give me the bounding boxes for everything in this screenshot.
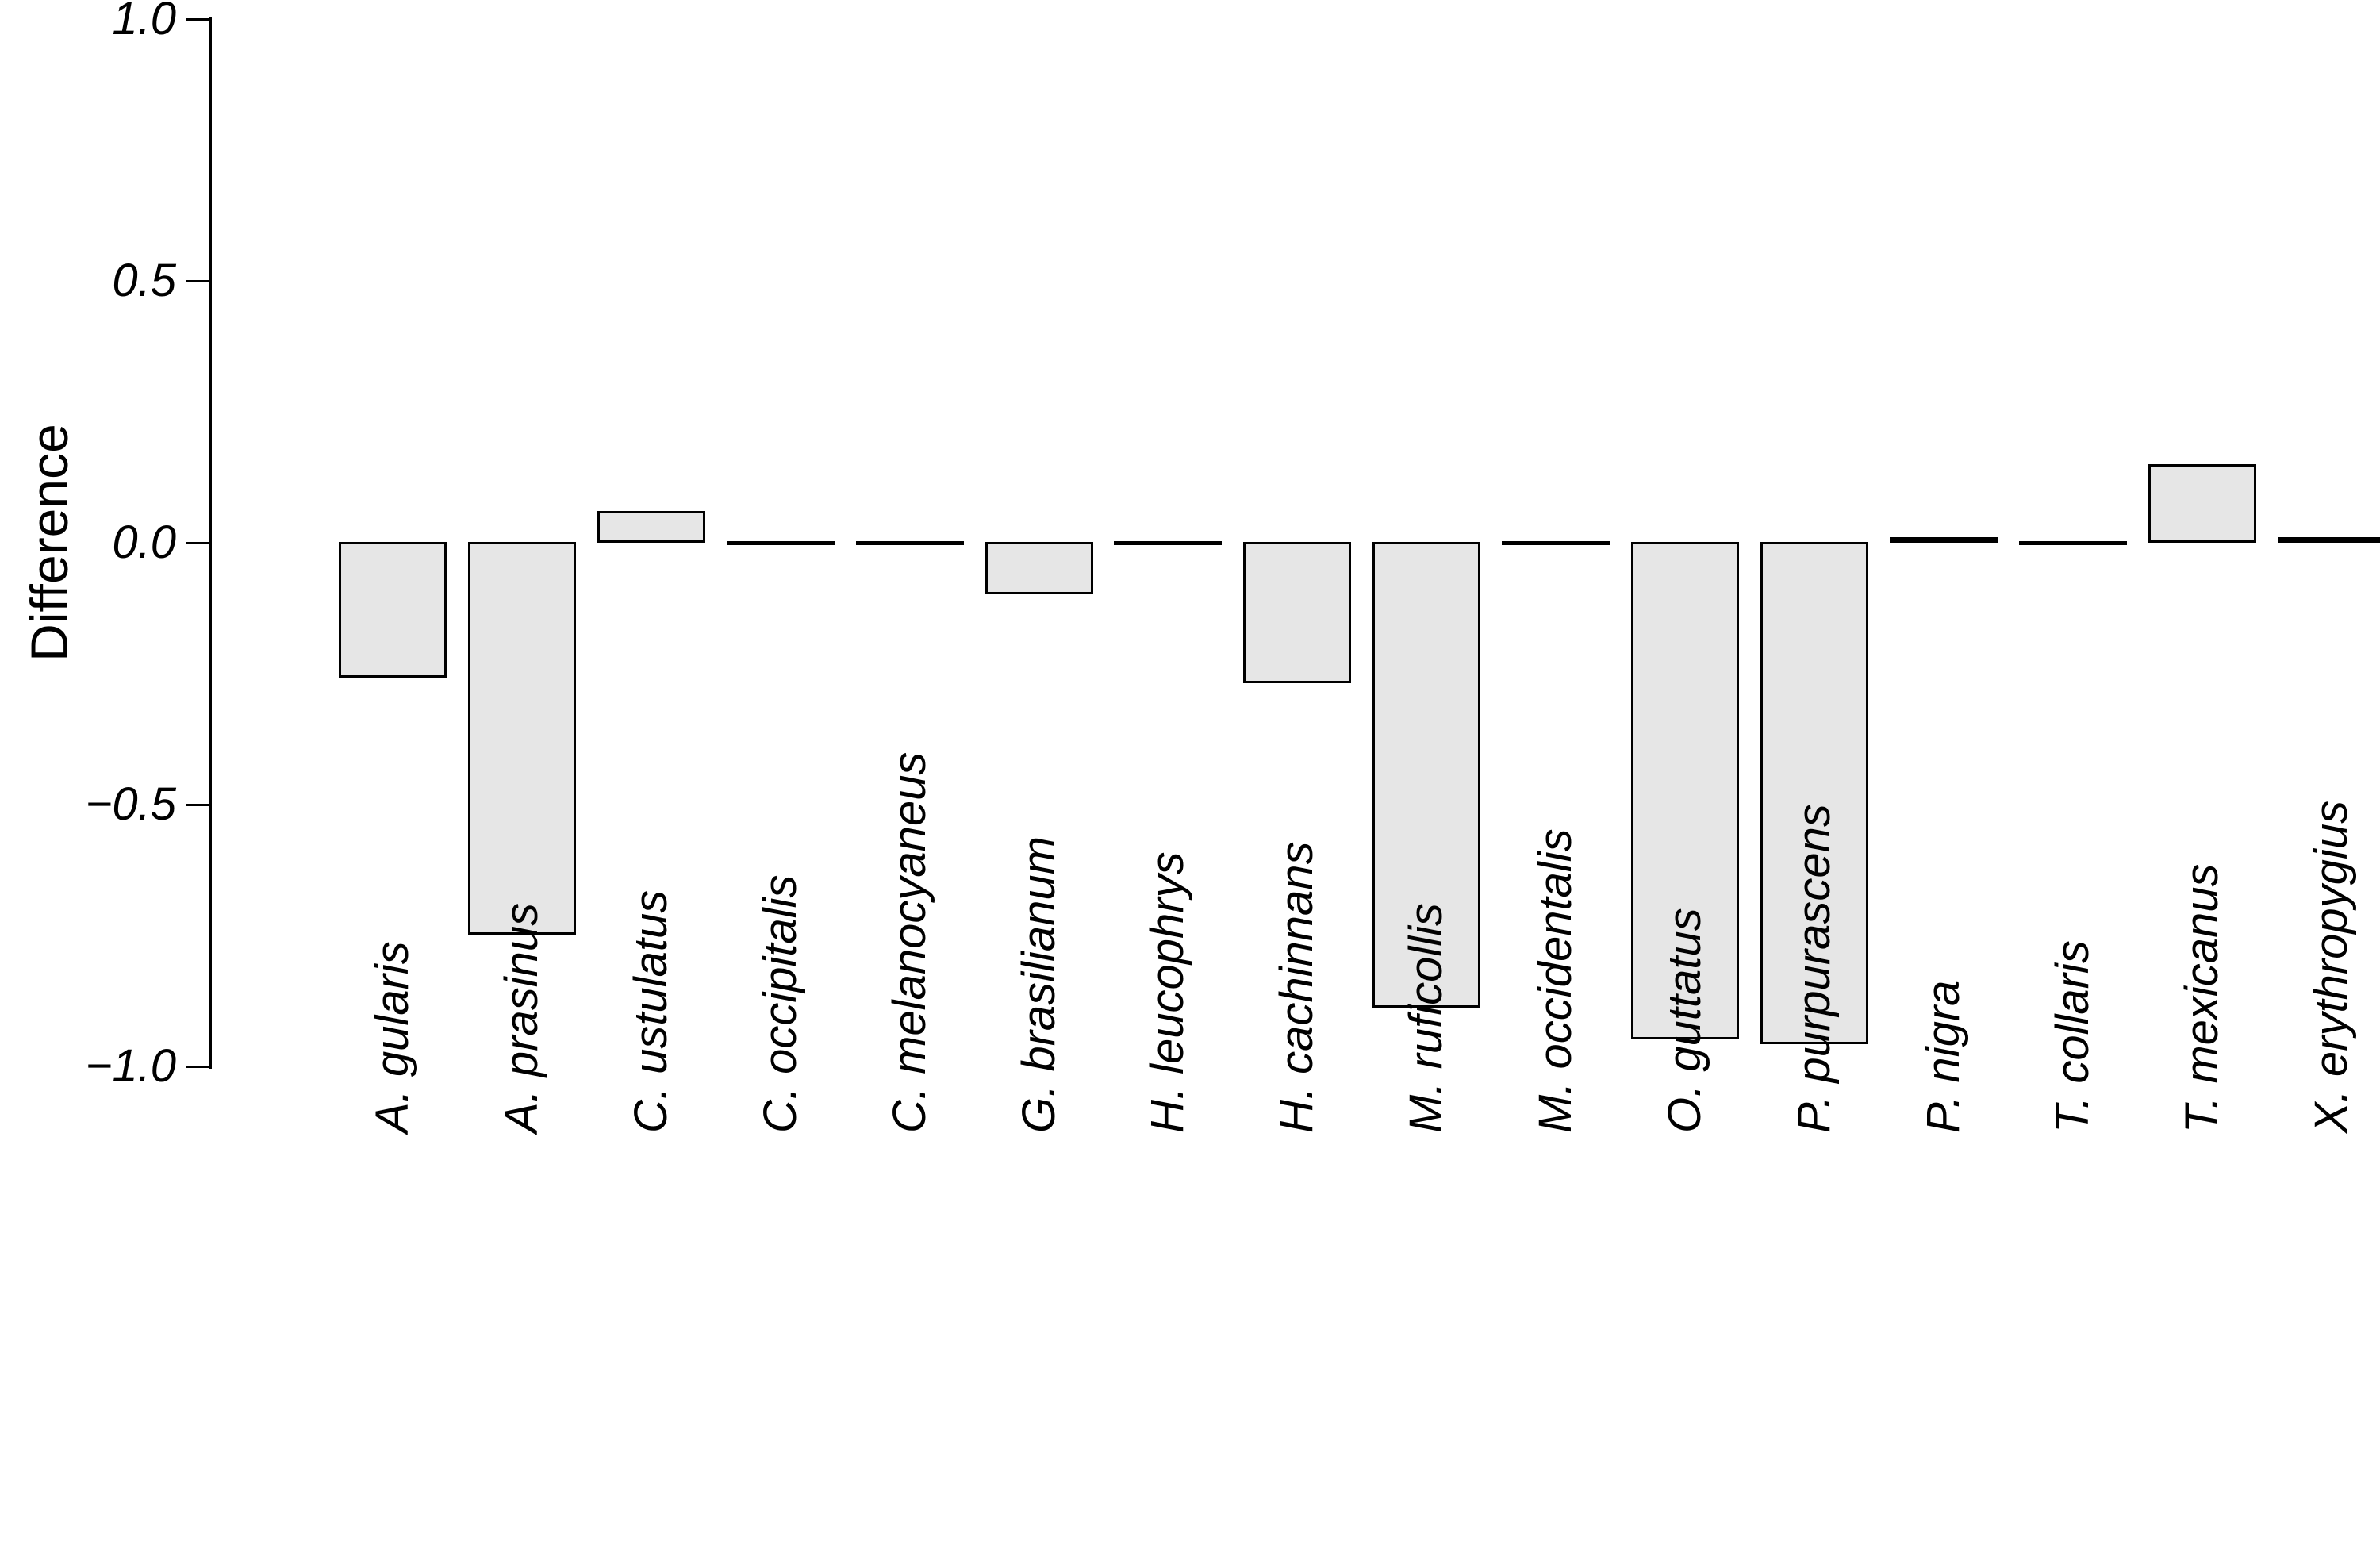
bar <box>2148 464 2256 543</box>
bar <box>597 511 705 543</box>
y-tick-mark <box>186 1065 210 1068</box>
bar <box>2277 537 2380 543</box>
bar-zero-segment <box>726 540 835 545</box>
y-tick-mark <box>186 279 210 282</box>
bar <box>985 541 1093 594</box>
y-tick-mark <box>186 803 210 806</box>
bar-zero-segment <box>1114 540 1223 545</box>
y-tick-label: 0.5 <box>112 255 176 306</box>
bar <box>1889 537 1998 543</box>
y-tick-label: 1.0 <box>112 0 176 44</box>
bar-zero-segment <box>855 540 964 545</box>
bar <box>1372 541 1481 1008</box>
bar <box>467 541 576 935</box>
bar <box>339 541 447 678</box>
y-tick-label: −0.5 <box>85 778 177 830</box>
bar <box>1243 541 1352 683</box>
bar <box>1760 541 1868 1045</box>
y-tick-label: 0.0 <box>112 517 176 568</box>
y-tick-mark <box>186 541 210 544</box>
y-tick-label: −1.0 <box>85 1040 177 1092</box>
bar <box>1631 541 1739 1039</box>
y-tick-mark <box>186 17 210 21</box>
y-axis-line <box>209 17 212 1069</box>
bar-zero-segment <box>1502 540 1610 545</box>
bar-zero-segment <box>2018 540 2127 545</box>
